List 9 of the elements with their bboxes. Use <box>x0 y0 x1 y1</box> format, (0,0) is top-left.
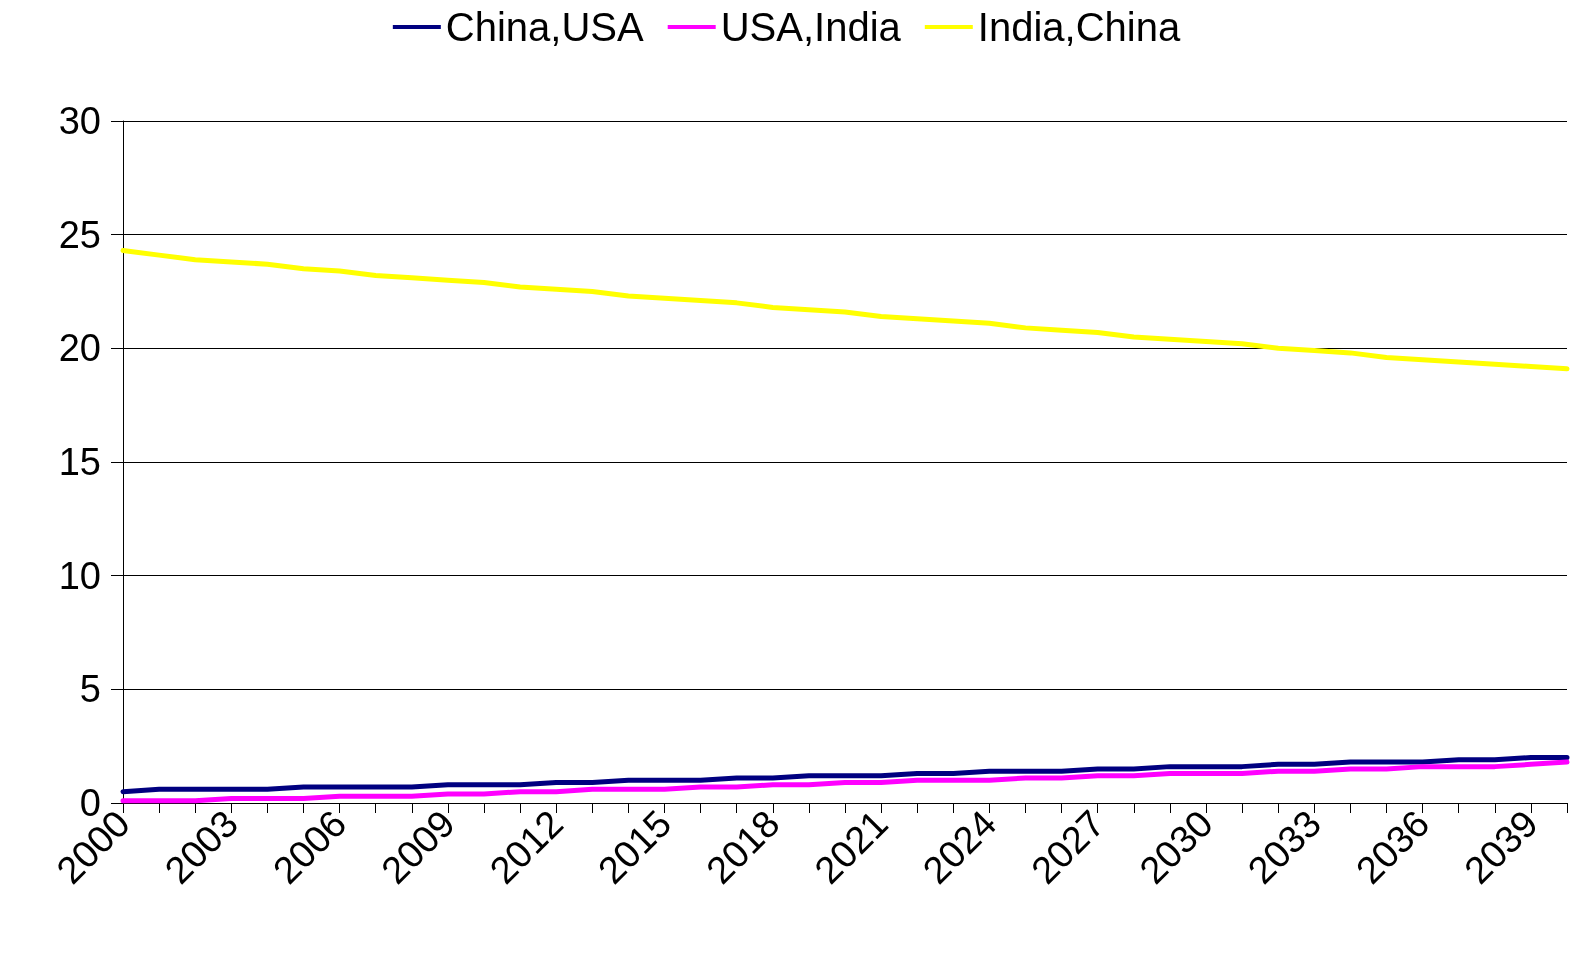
y-tick-label: 25 <box>58 213 101 256</box>
y-tick-label: 10 <box>58 554 101 597</box>
y-tick-label: 30 <box>58 100 101 142</box>
legend-label: USA,India <box>720 5 902 49</box>
legend-label: India,China <box>977 5 1181 49</box>
y-tick-label: 5 <box>79 668 101 711</box>
y-tick-label: 15 <box>58 441 101 483</box>
legend-label: China,USA <box>445 5 645 49</box>
y-tick-label: 20 <box>58 327 101 370</box>
